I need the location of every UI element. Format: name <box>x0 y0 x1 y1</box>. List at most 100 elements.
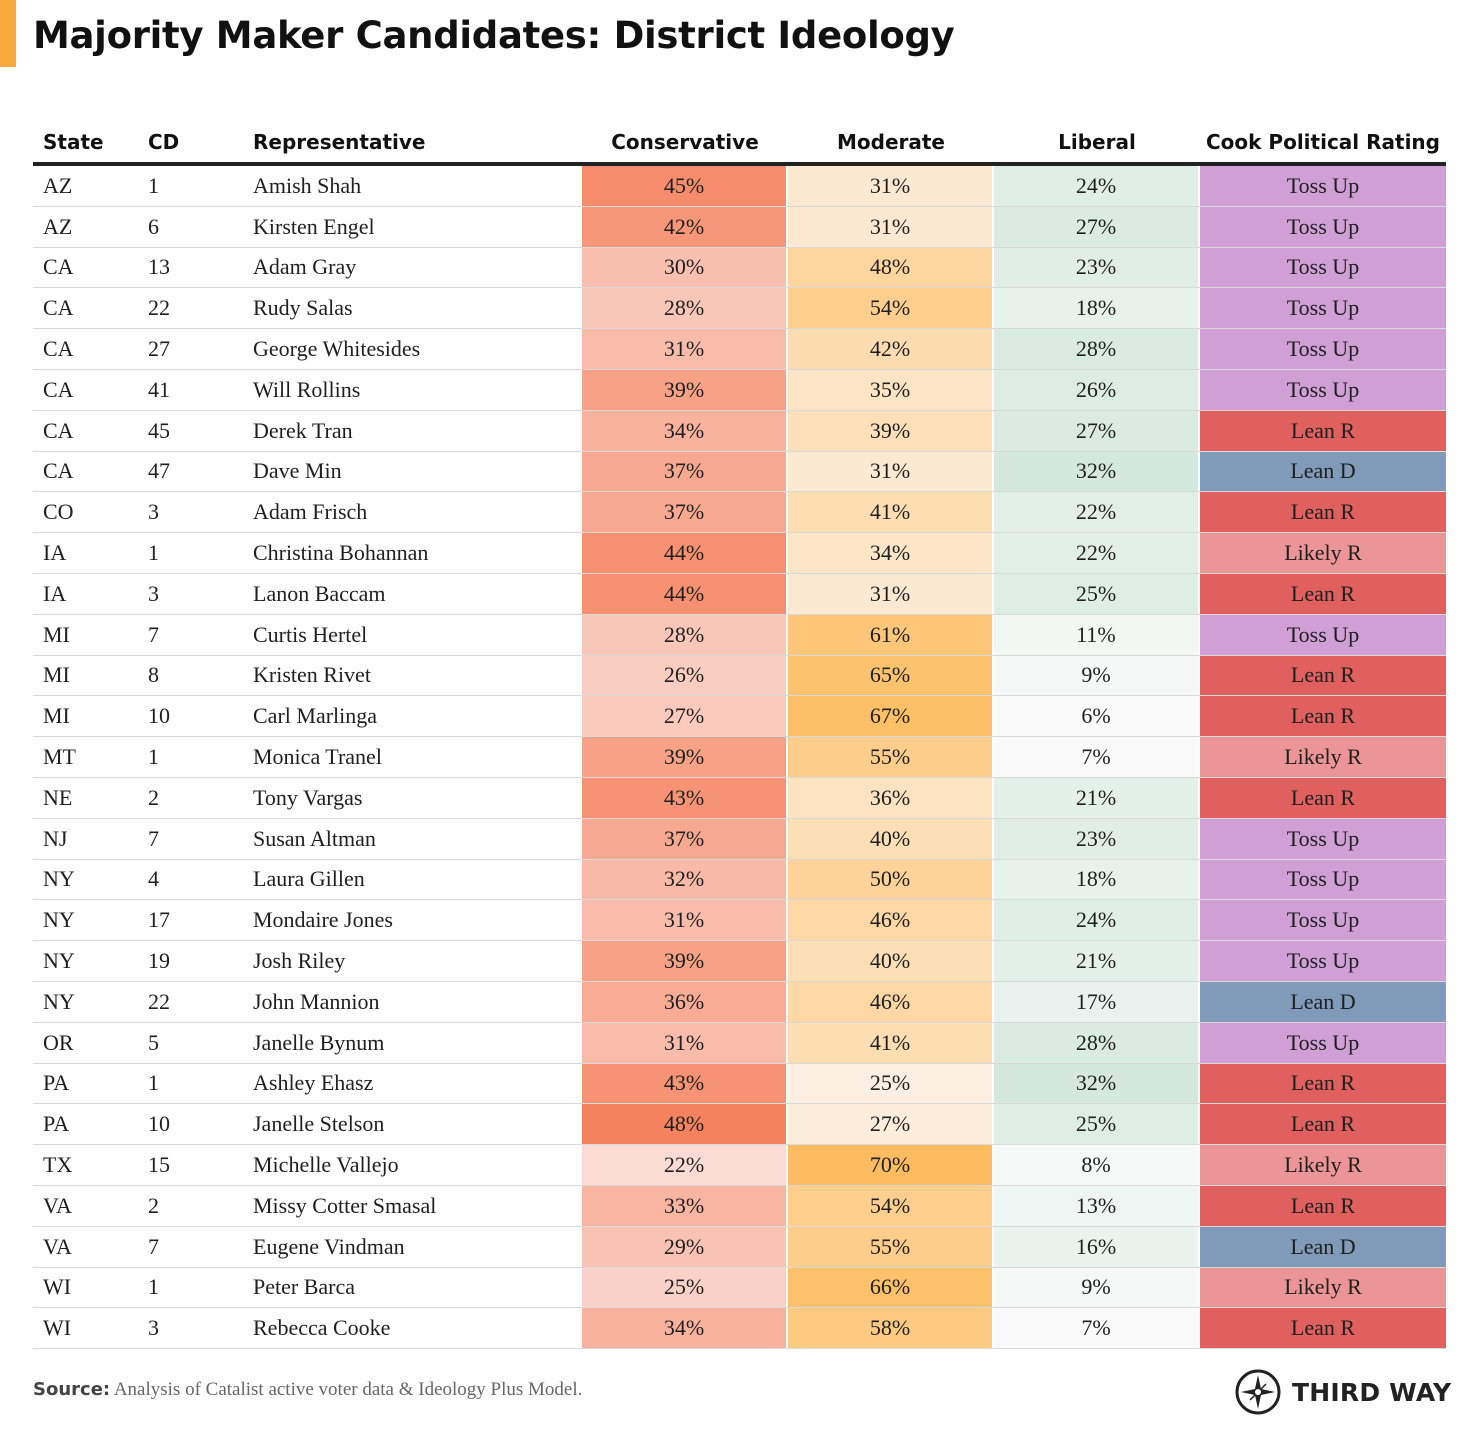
cell-conservative: 31% <box>582 329 788 369</box>
table-row: NJ 7 Susan Altman 37% 40% 23% Toss Up <box>33 818 1446 860</box>
cell-representative: Will Rollins <box>253 376 361 402</box>
cell-cd: 5 <box>148 1029 159 1055</box>
cell-cd: 22 <box>148 295 170 321</box>
cell-cd: 3 <box>148 499 159 525</box>
header-state: State <box>43 130 104 154</box>
cell-state: MI <box>43 621 70 647</box>
cell-cd: 17 <box>148 907 170 933</box>
cell-state: NY <box>43 988 75 1014</box>
cell-cook-rating: Toss Up <box>1200 900 1446 941</box>
table-header: State CD Representative Conservative Mod… <box>33 122 1446 166</box>
cell-moderate: 46% <box>788 981 994 1022</box>
cell-liberal: 28% <box>994 329 1200 369</box>
table-row: IA 1 Christina Bohannan 44% 34% 22% Likely R <box>33 533 1446 574</box>
table-row: OR 5 Janelle Bynum 31% 41% 28% Toss Up <box>33 1022 1446 1064</box>
cell-state: NY <box>43 948 75 974</box>
cell-cd: 27 <box>148 336 170 362</box>
cell-moderate: 31% <box>788 451 994 492</box>
cell-cook-rating: Lean R <box>1200 492 1446 533</box>
cell-state: TX <box>43 1152 73 1178</box>
cell-liberal: 11% <box>994 614 1200 655</box>
title-accent-bar <box>0 0 16 67</box>
cell-cd: 15 <box>148 1152 170 1178</box>
header-cook-rating: Cook Political Rating <box>1206 130 1440 154</box>
table-row: CO 3 Adam Frisch 37% 41% 22% Lean R <box>33 492 1446 534</box>
table-row: WI 1 Peter Barca 25% 66% 9% Likely R <box>33 1267 1446 1309</box>
cell-moderate: 35% <box>788 369 994 410</box>
cell-conservative: 48% <box>582 1104 788 1145</box>
table-row: PA 10 Janelle Stelson 48% 27% 25% Lean R <box>33 1104 1446 1146</box>
cell-conservative: 33% <box>582 1185 788 1226</box>
cell-moderate: 46% <box>788 900 994 941</box>
cell-representative: Peter Barca <box>253 1274 355 1300</box>
cell-representative: Mondaire Jones <box>253 907 393 933</box>
cell-liberal: 7% <box>994 1308 1200 1349</box>
cell-liberal: 26% <box>994 369 1200 410</box>
cell-state: CA <box>43 458 74 484</box>
cell-state: CA <box>43 417 74 443</box>
header-cd: CD <box>148 130 180 154</box>
source-text: Analysis of Catalist active voter data &… <box>113 1379 583 1400</box>
cell-moderate: 66% <box>788 1267 994 1308</box>
cell-state: NE <box>43 784 73 810</box>
brand-name: THIRD WAY <box>1292 1377 1452 1407</box>
cell-state: CA <box>43 254 74 280</box>
header-representative: Representative <box>253 130 426 154</box>
cell-moderate: 25% <box>788 1063 994 1104</box>
cell-conservative: 31% <box>582 1022 788 1063</box>
cell-moderate: 36% <box>788 777 994 818</box>
cell-state: OR <box>43 1029 74 1055</box>
table-row: NY 4 Laura Gillen 32% 50% 18% Toss Up <box>33 859 1446 901</box>
cell-conservative: 42% <box>582 206 788 247</box>
cell-liberal: 9% <box>994 1267 1200 1308</box>
cell-conservative: 29% <box>582 1226 788 1267</box>
cell-cd: 1 <box>148 744 159 770</box>
table-row: PA 1 Ashley Ehasz 43% 25% 32% Lean R <box>33 1063 1446 1105</box>
cell-liberal: 28% <box>994 1022 1200 1063</box>
cell-conservative: 30% <box>582 247 788 288</box>
cell-representative: Kristen Rivet <box>253 662 371 688</box>
cell-representative: Amish Shah <box>253 172 362 198</box>
cell-representative: Carl Marlinga <box>253 703 378 729</box>
cell-liberal: 32% <box>994 451 1200 492</box>
cell-cd: 1 <box>148 1070 159 1096</box>
table-row: CA 27 George Whitesides 31% 42% 28% Toss Up <box>33 329 1446 370</box>
cell-liberal: 21% <box>994 777 1200 818</box>
cell-representative: Janelle Stelson <box>253 1111 385 1137</box>
source-label: Source: <box>33 1379 111 1400</box>
cell-state: CA <box>43 376 74 402</box>
cell-conservative: 34% <box>582 1308 788 1349</box>
cell-moderate: 65% <box>788 655 994 696</box>
table-row: NY 17 Mondaire Jones 31% 46% 24% Toss Up <box>33 900 1446 942</box>
cell-liberal: 18% <box>994 859 1200 900</box>
cell-moderate: 67% <box>788 696 994 737</box>
third-way-logo: THIRD WAY <box>1234 1368 1451 1416</box>
table-row: CA 13 Adam Gray 30% 48% 23% Toss Up <box>33 247 1446 289</box>
cell-representative: Tony Vargas <box>253 784 363 810</box>
cell-liberal: 18% <box>994 288 1200 329</box>
cell-cook-rating: Lean D <box>1200 1226 1446 1267</box>
cell-cook-rating: Likely R <box>1200 1145 1446 1185</box>
cell-conservative: 39% <box>582 737 788 777</box>
cell-moderate: 58% <box>788 1308 994 1349</box>
cell-cook-rating: Lean D <box>1200 451 1446 492</box>
cell-conservative: 44% <box>582 533 788 573</box>
table-row: NY 19 Josh Riley 39% 40% 21% Toss Up <box>33 941 1446 982</box>
cell-moderate: 61% <box>788 614 994 655</box>
cell-cook-rating: Lean R <box>1200 1104 1446 1145</box>
cell-representative: Josh Riley <box>253 948 346 974</box>
cell-representative: Eugene Vindman <box>253 1233 405 1259</box>
ideology-table: State CD Representative Conservative Mod… <box>33 122 1446 1350</box>
cell-cd: 2 <box>148 784 159 810</box>
cell-conservative: 37% <box>582 492 788 533</box>
cell-cd: 47 <box>148 458 170 484</box>
cell-liberal: 6% <box>994 696 1200 737</box>
cell-liberal: 13% <box>994 1185 1200 1226</box>
cell-state: MT <box>43 744 76 770</box>
table-row: WI 3 Rebecca Cooke 34% 58% 7% Lean R <box>33 1308 1446 1350</box>
cell-representative: George Whitesides <box>253 336 421 362</box>
cell-cd: 7 <box>148 825 159 851</box>
cell-cd: 8 <box>148 662 159 688</box>
cell-cd: 2 <box>148 1192 159 1218</box>
cell-moderate: 40% <box>788 818 994 859</box>
